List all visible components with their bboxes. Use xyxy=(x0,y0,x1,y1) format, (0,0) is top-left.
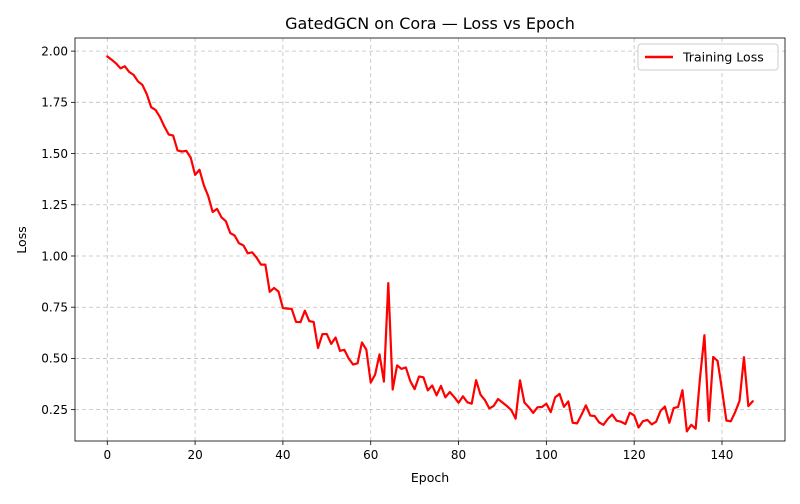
x-tick-label: 40 xyxy=(275,448,290,462)
x-tick-label: 20 xyxy=(187,448,202,462)
y-tick-label: 1.25 xyxy=(41,198,68,212)
x-tick-label: 120 xyxy=(623,448,646,462)
x-tick-label: 80 xyxy=(451,448,466,462)
legend-label: Training Loss xyxy=(682,50,764,65)
x-tick-label: 100 xyxy=(535,448,558,462)
legend-box xyxy=(637,43,779,71)
series-layer xyxy=(106,55,754,433)
y-tick-label: 0.25 xyxy=(41,403,68,417)
y-axis-ticks: 0.25 0.50 0.75 1.00 1.25 1.50 1.75 2.00 xyxy=(41,44,75,417)
x-tick-label: 60 xyxy=(363,448,378,462)
chart-title: GatedGCN on Cora — Loss vs Epoch xyxy=(285,14,575,33)
x-axis-label: Epoch xyxy=(411,470,449,485)
y-tick-label: 2.00 xyxy=(41,44,68,58)
x-tick-label: 0 xyxy=(103,448,111,462)
y-tick-label: 1.50 xyxy=(41,147,68,161)
y-tick-label: 0.75 xyxy=(41,301,68,315)
x-axis-ticks: 0 20 40 60 80 100 120 140 xyxy=(103,441,733,462)
x-tick-label: 140 xyxy=(711,448,734,462)
y-tick-label: 1.75 xyxy=(41,96,68,110)
y-axis-label: Loss xyxy=(14,226,29,253)
y-tick-label: 0.50 xyxy=(41,352,68,366)
legend: Training Loss xyxy=(637,43,779,71)
y-tick-label: 1.00 xyxy=(41,249,68,263)
plot-frame xyxy=(74,37,786,442)
training-loss-line xyxy=(106,55,754,433)
